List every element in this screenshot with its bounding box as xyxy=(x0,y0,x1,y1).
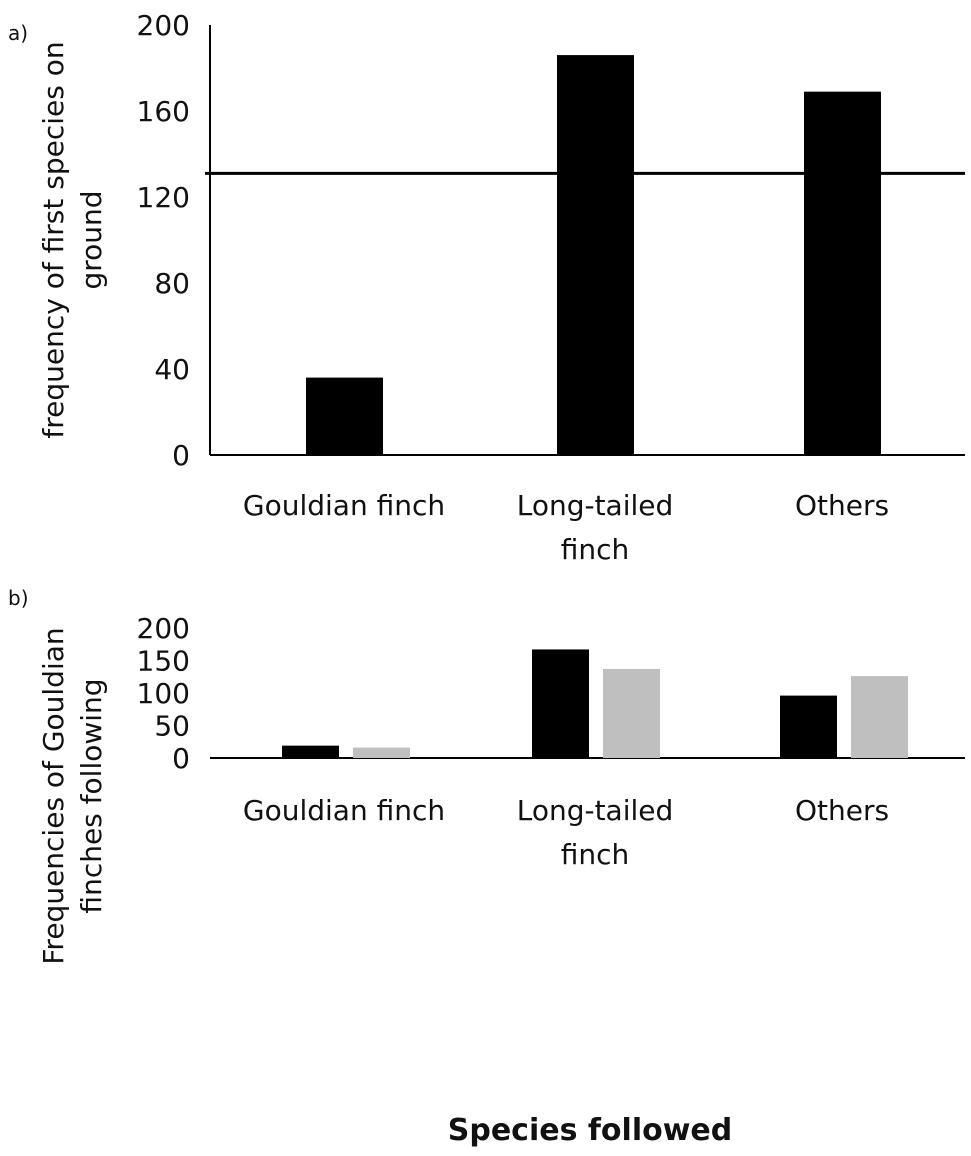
bar xyxy=(353,747,410,758)
bars-b xyxy=(282,649,908,758)
y-tick-label: 100 xyxy=(137,677,190,710)
bar xyxy=(532,649,589,758)
y-axis-label-line: ground xyxy=(75,190,108,289)
y-tick-label: 200 xyxy=(137,612,190,645)
chart-a: a) 0 40 80 120 160 200 frequency of first spe… xyxy=(8,9,965,566)
x-axis-title-b: Species followed xyxy=(448,1113,733,1148)
y-axis-label-line: Frequencies of Gouldian xyxy=(37,627,70,964)
category-labels-a: Gouldian finch Long-tailed finch Others xyxy=(243,489,889,566)
category-label: Long-tailed xyxy=(517,794,674,827)
category-label: Gouldian finch xyxy=(243,794,445,827)
y-tick-label: 200 xyxy=(137,9,190,42)
category-label: finch xyxy=(561,838,630,871)
panel-label-b: b) xyxy=(8,586,29,610)
category-label: finch xyxy=(561,533,630,566)
bar xyxy=(804,91,881,456)
panel-label-a: a) xyxy=(8,21,28,45)
category-labels-b: Gouldian finch Long-tailed finch Others xyxy=(243,794,889,871)
bar xyxy=(282,745,339,758)
y-axis-label-a: frequency of first species on ground xyxy=(37,41,108,438)
bar xyxy=(780,695,837,758)
y-axis-label-b: Frequencies of Gouldian finches following xyxy=(37,627,108,964)
y-tick-label: 150 xyxy=(137,645,190,678)
y-axis-label-line: frequency of first species on xyxy=(37,41,70,438)
y-tick-label: 0 xyxy=(172,439,190,472)
bars-a xyxy=(306,55,881,456)
bar xyxy=(557,55,634,455)
bar xyxy=(603,668,660,758)
y-tick-label: 120 xyxy=(137,181,190,214)
category-label: Others xyxy=(795,794,889,827)
y-tick-label: 160 xyxy=(137,95,190,128)
bar xyxy=(306,377,383,455)
category-label: Others xyxy=(795,489,889,522)
bar xyxy=(851,676,908,758)
category-label: Gouldian finch xyxy=(243,489,445,522)
y-ticks-a: 0 40 80 120 160 200 xyxy=(137,9,190,472)
y-axis-label-line: finches following xyxy=(75,678,108,913)
y-tick-label: 50 xyxy=(154,710,190,743)
y-tick-label: 80 xyxy=(154,267,190,300)
y-tick-label: 40 xyxy=(154,353,190,386)
y-tick-label: 0 xyxy=(172,742,190,775)
category-label: Long-tailed xyxy=(517,489,674,522)
